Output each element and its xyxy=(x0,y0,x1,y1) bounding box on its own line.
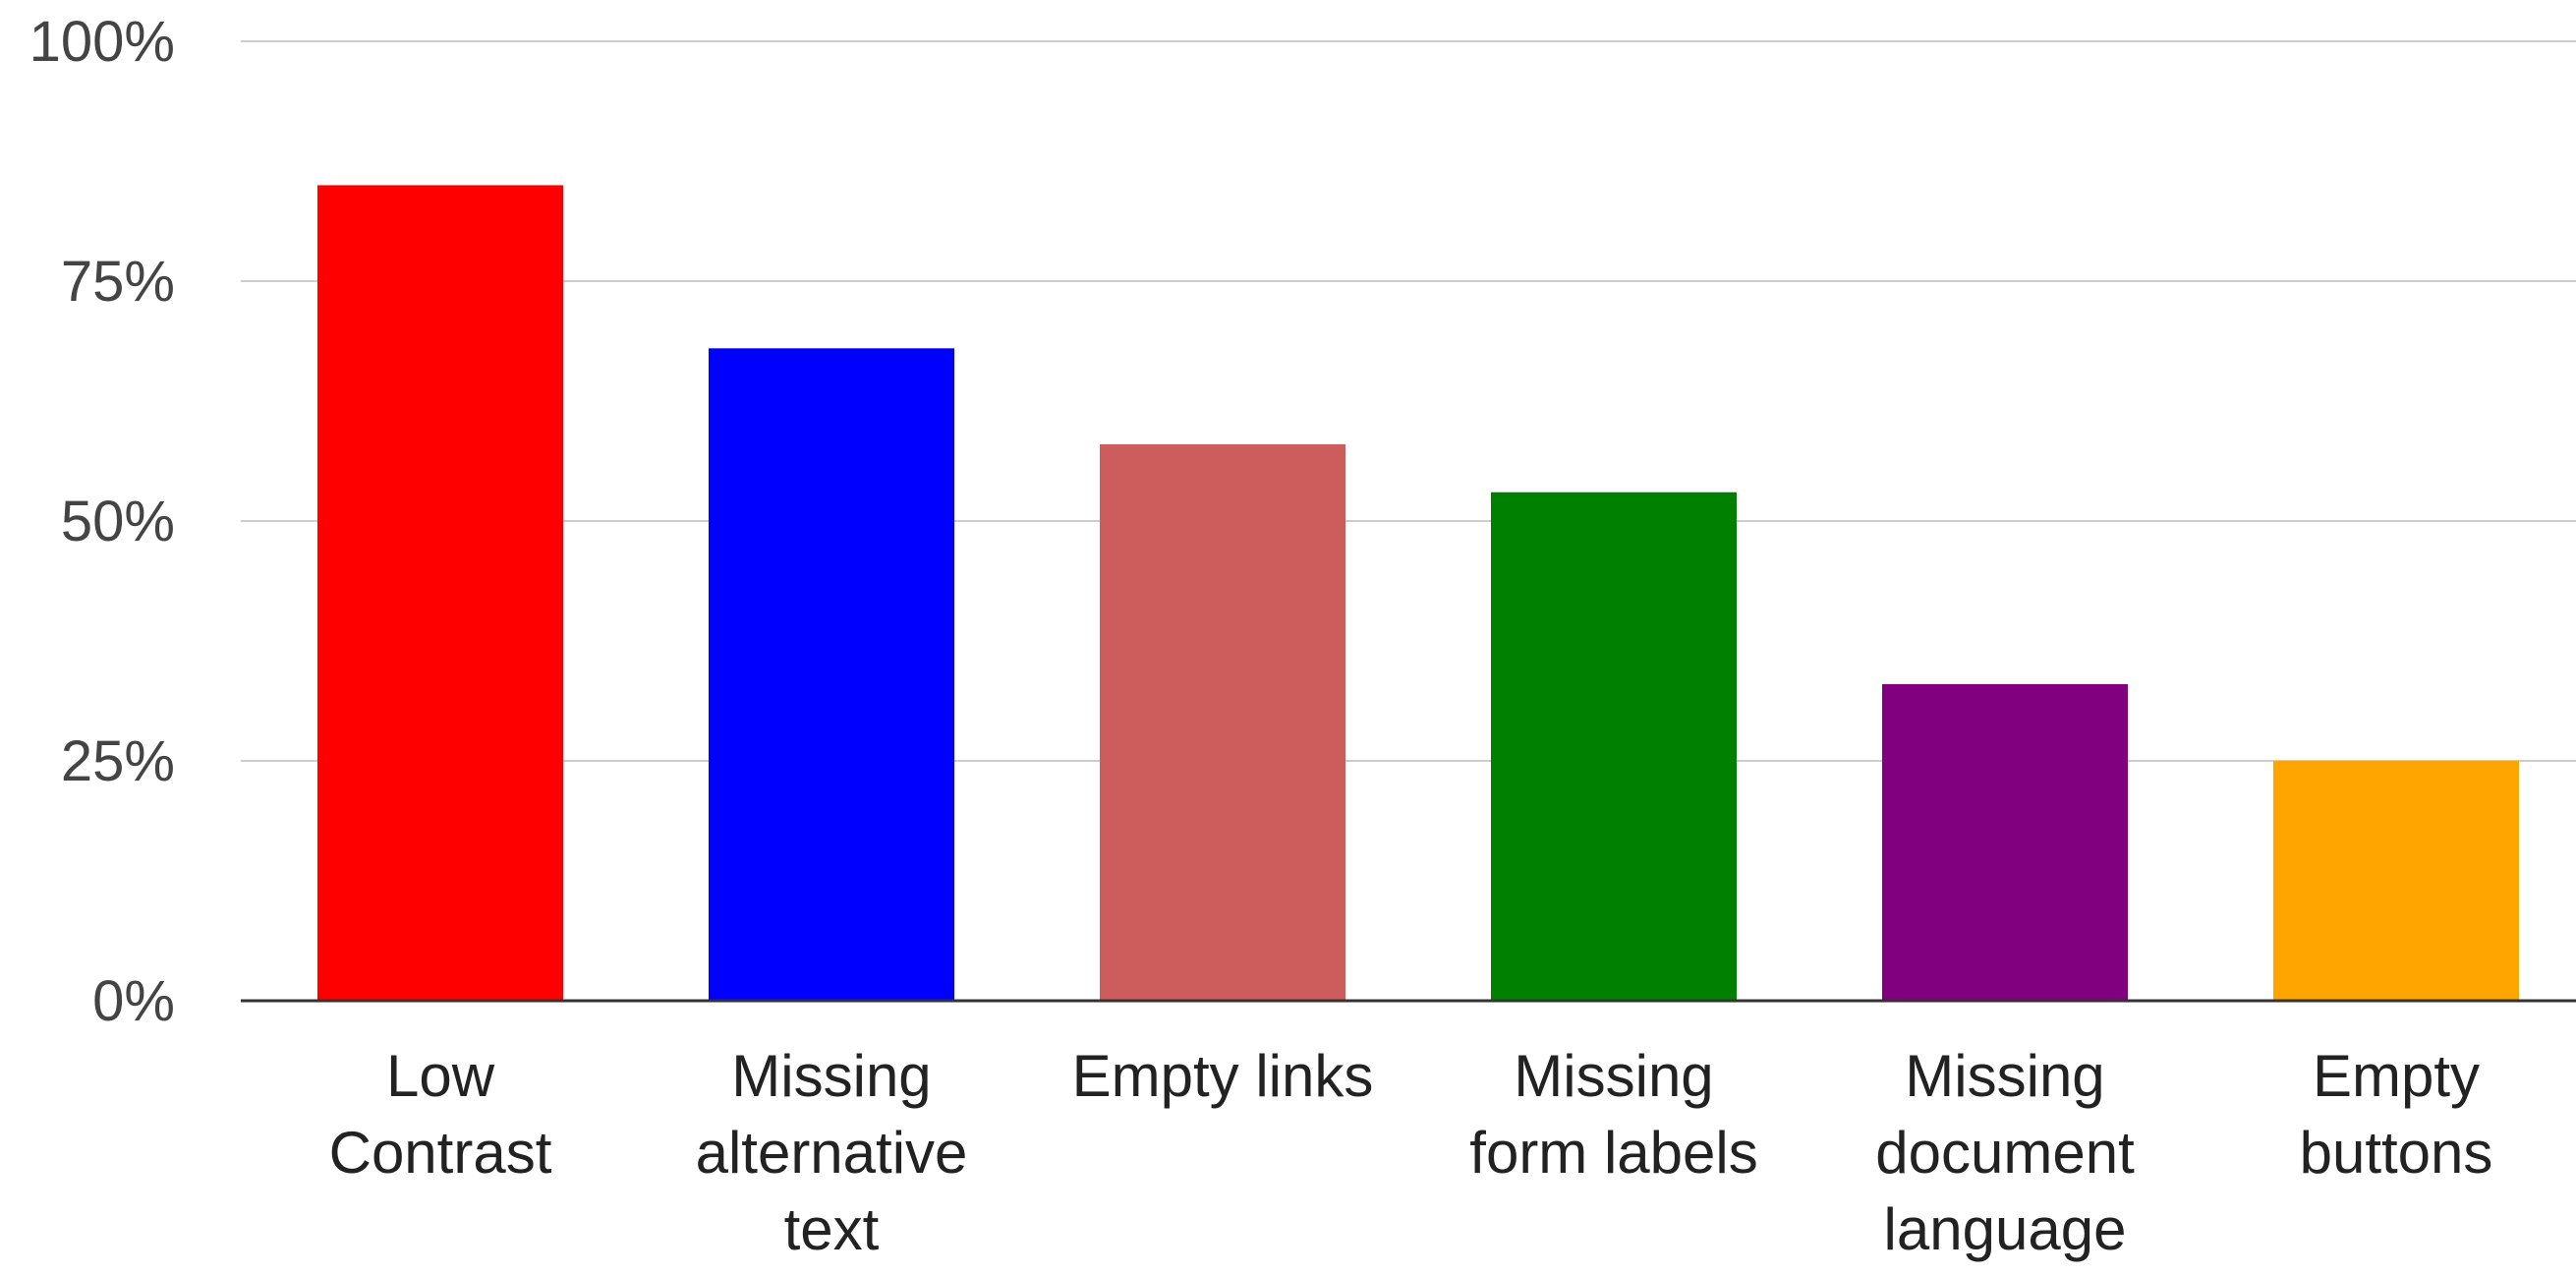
x-category-label: Empty links xyxy=(1072,1043,1374,1109)
bar-4 xyxy=(1491,492,1737,1002)
bar-6 xyxy=(2273,761,2519,1001)
x-category-label-line: Empty xyxy=(2313,1043,2480,1109)
bar-1 xyxy=(317,185,563,1001)
y-tick-label: 25% xyxy=(61,729,175,793)
x-category-label: Empty buttons xyxy=(2300,1043,2493,1186)
bar-2 xyxy=(709,348,954,1001)
y-tick-label: 100% xyxy=(29,10,175,74)
gridlines xyxy=(241,40,2576,762)
y-tick-label: 50% xyxy=(61,490,175,553)
bar-3 xyxy=(1100,443,1345,1001)
x-category-label: Missing alternative text xyxy=(696,1043,968,1262)
x-category-label-line: alternative xyxy=(696,1120,968,1186)
x-category-label-line: text xyxy=(784,1196,880,1262)
x-category-label-line: Low xyxy=(386,1043,495,1109)
x-category-label-line: form labels xyxy=(1469,1120,1757,1186)
bar-5 xyxy=(1882,683,2128,1001)
x-category-label: Missing form labels xyxy=(1469,1043,1757,1186)
x-category-label-line: Missing xyxy=(731,1043,931,1109)
x-category-label-line: Missing xyxy=(1514,1043,1713,1109)
x-axis-category-labels: Low Contrast Missing alternative text Empty l… xyxy=(329,1043,2493,1262)
y-tick-label: 75% xyxy=(61,250,175,314)
x-category-label: Low Contrast xyxy=(329,1043,552,1186)
x-category-label: Missing document language xyxy=(1875,1043,2135,1262)
y-axis-tick-labels: 0% 25% 50% 75% 100% xyxy=(29,10,175,1033)
x-category-label-line: buttons xyxy=(2300,1120,2493,1186)
x-category-label-line: language xyxy=(1884,1196,2127,1262)
x-category-label-line: document xyxy=(1875,1120,2135,1186)
x-category-label-line: Empty links xyxy=(1072,1043,1374,1109)
y-tick-label: 0% xyxy=(92,969,175,1033)
bars xyxy=(317,185,2519,1002)
x-category-label-line: Missing xyxy=(1905,1043,2104,1109)
x-category-label-line: Contrast xyxy=(329,1120,552,1186)
